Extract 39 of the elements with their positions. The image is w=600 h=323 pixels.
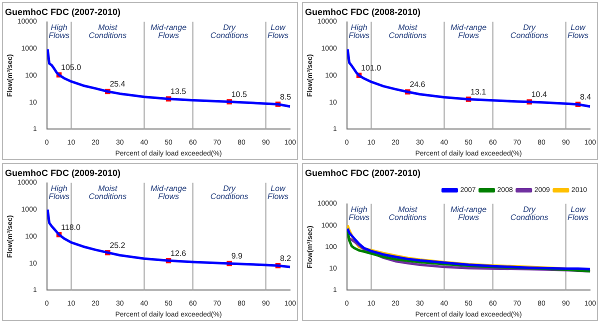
- data-label: 118.0: [61, 222, 82, 232]
- annotation: Dry Conditions: [210, 184, 248, 202]
- data-label: 10.5: [231, 90, 248, 99]
- annotation: Dry Conditions: [510, 23, 548, 40]
- data-label: 13.5: [170, 87, 187, 96]
- annotation: High Flows: [348, 205, 370, 222]
- chart-title: GuemhoC FDC (2008-2010): [305, 6, 421, 17]
- data-label: 8.5: [280, 92, 292, 102]
- annotation: High Flows: [48, 184, 70, 202]
- annotation: Moist Conditions: [388, 23, 427, 40]
- data-label: 105.0: [61, 63, 82, 72]
- annotation: Low Flows: [568, 205, 588, 222]
- data-label: 10.4: [531, 90, 548, 100]
- data-label: 9.9: [231, 252, 244, 261]
- data-label: 8.2: [280, 254, 292, 263]
- data-label: 13.1: [470, 87, 487, 96]
- data-label: 25.2: [110, 240, 126, 250]
- annotation: Low Flows: [268, 23, 288, 40]
- chart-title: GuemhoC FDC (2009-2010): [5, 168, 121, 178]
- annotation: Mid-range Flows: [450, 23, 488, 40]
- annotation: Mid-range Flows: [150, 184, 188, 202]
- annotation: Moist Conditions: [88, 184, 127, 202]
- annotation: Moist Conditions: [88, 23, 127, 40]
- annotation: Dry Conditions: [510, 205, 548, 222]
- data-label: 101.0: [361, 64, 382, 73]
- data-label: 24.6: [410, 80, 426, 90]
- annotation: Low Flows: [268, 184, 288, 202]
- annotation: Mid-range Flows: [150, 23, 188, 40]
- chart-title: GuemhoC FDC (2007-2010): [5, 6, 121, 17]
- data-label: 12.6: [170, 248, 187, 258]
- chart-title: GuemhoC FDC (2007-2010): [305, 168, 421, 178]
- annotation: High Flows: [348, 23, 370, 40]
- annotation: Low Flows: [568, 23, 588, 40]
- annotation: Moist Conditions: [388, 205, 427, 222]
- annotation: Dry Conditions: [210, 23, 248, 40]
- data-label: 8.4: [580, 92, 592, 102]
- data-label: 25.4: [110, 80, 126, 89]
- annotation: Mid-range Flows: [450, 205, 488, 222]
- annotation: High Flows: [48, 23, 70, 40]
